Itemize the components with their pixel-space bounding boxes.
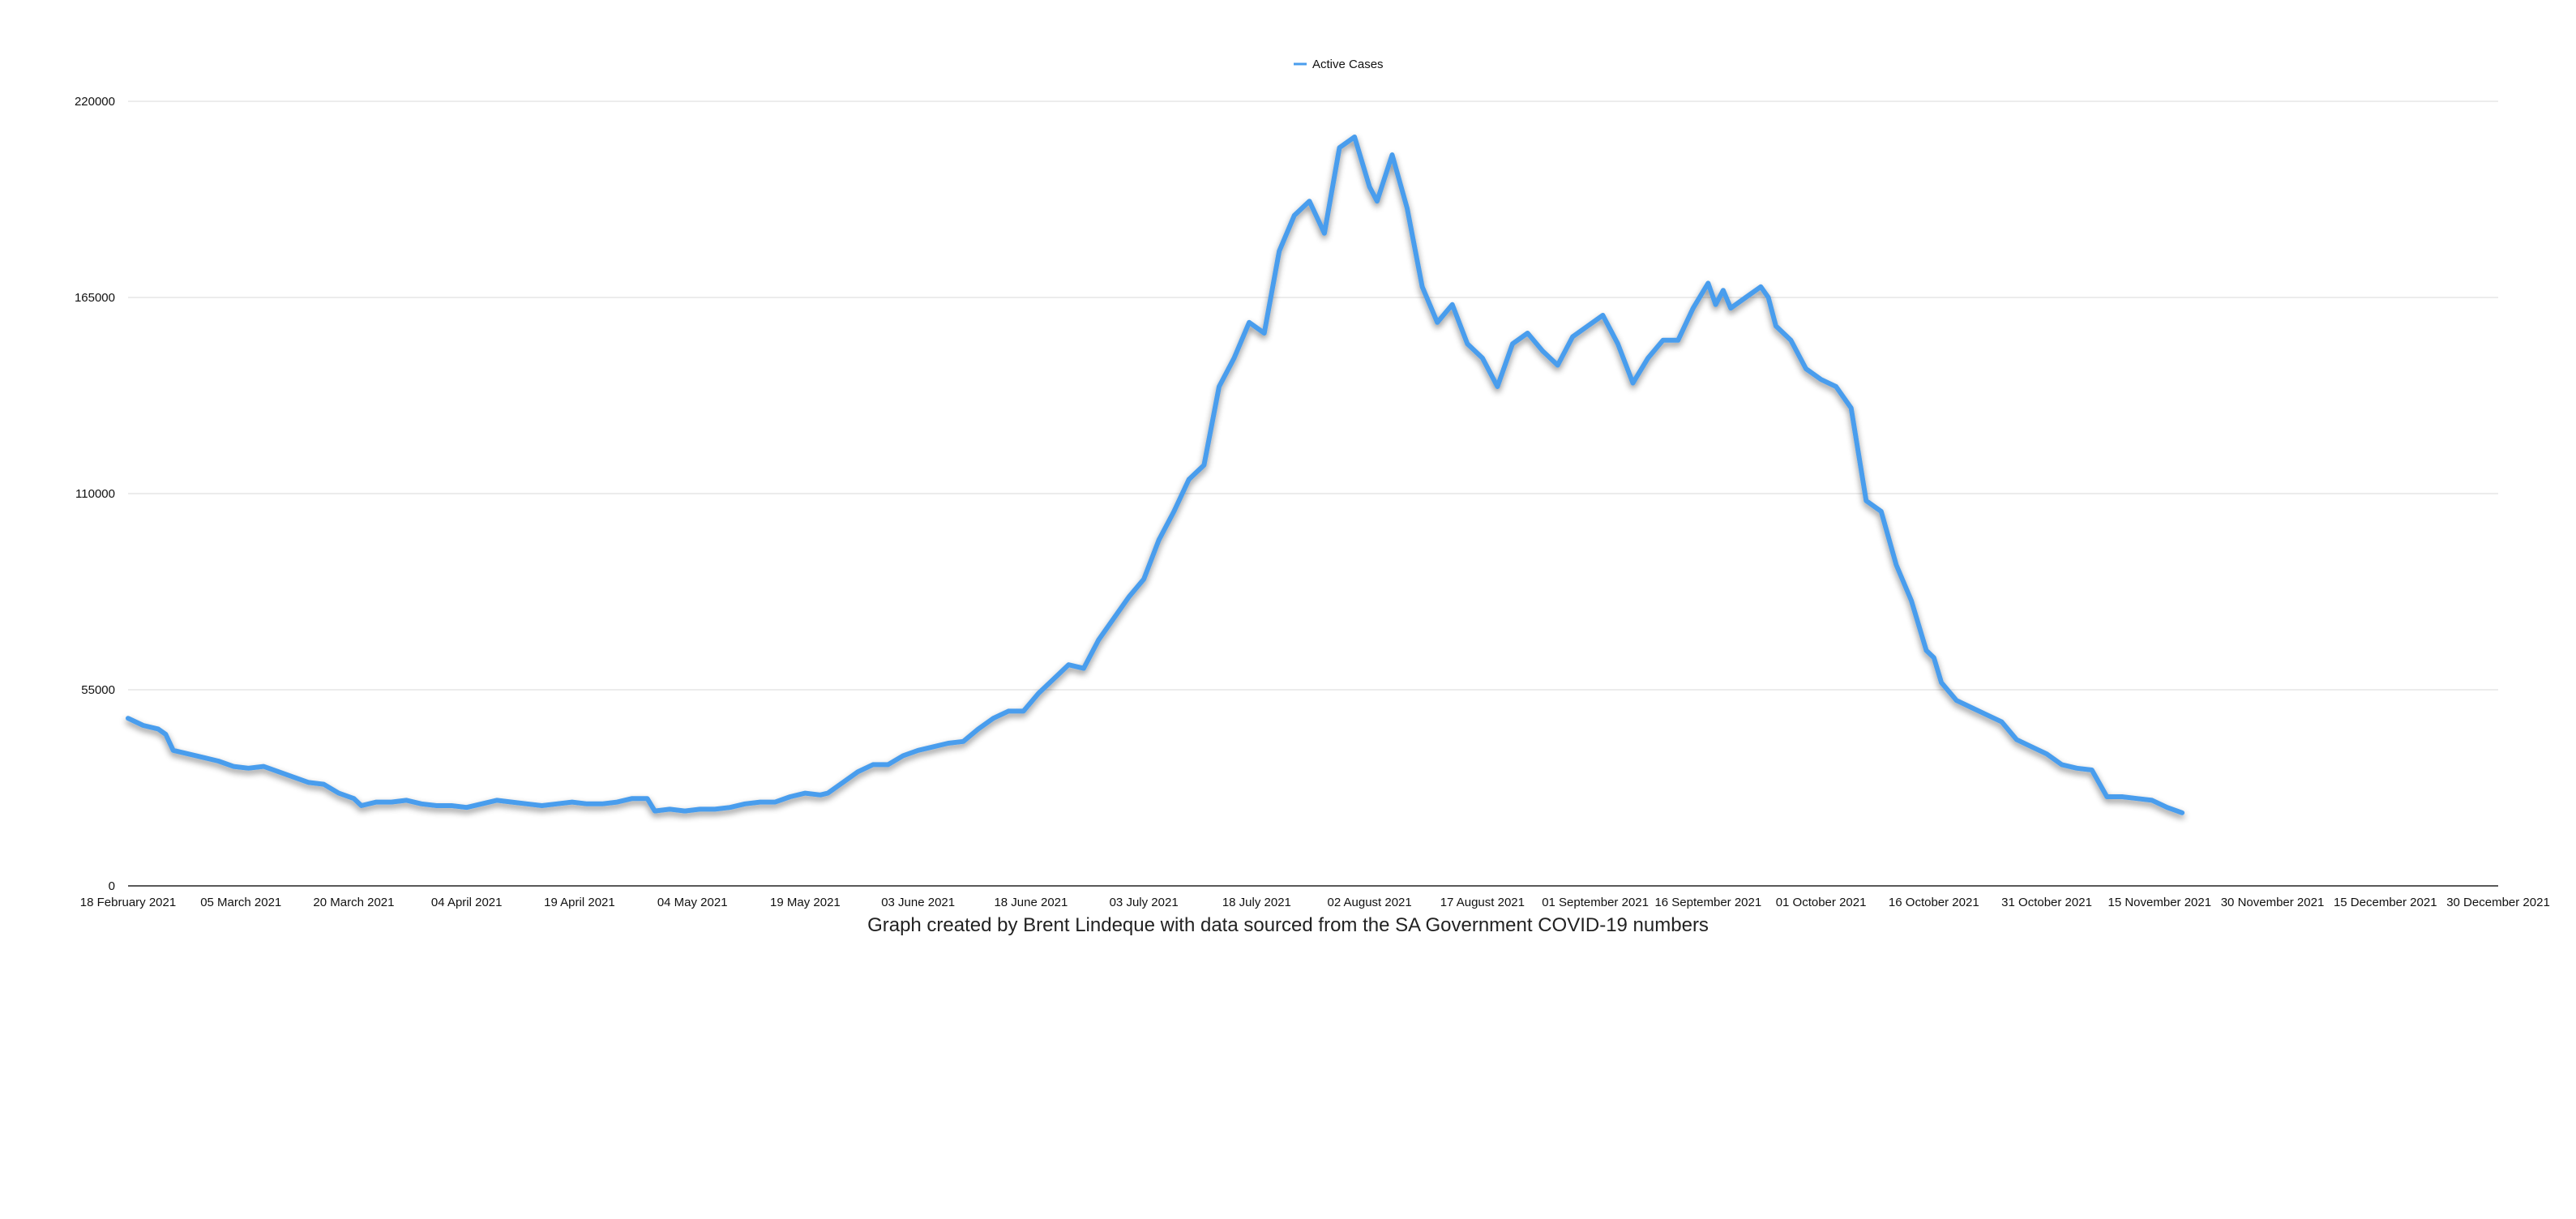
x-tick-label: 05 March 2021 (200, 896, 281, 909)
y-tick-label: 220000 (75, 95, 115, 109)
y-tick-label: 110000 (75, 487, 115, 501)
x-tick-label: 03 July 2021 (1110, 896, 1179, 909)
legend: Active Cases (1294, 58, 1384, 71)
x-tick-label: 04 April 2021 (431, 896, 503, 909)
x-tick-label: 01 October 2021 (1776, 896, 1867, 909)
series-line-active-cases (126, 135, 2185, 815)
x-tick-label: 19 April 2021 (544, 896, 615, 909)
y-axis: 0 55000 110000 165000 220000 (75, 95, 115, 893)
series-layer (126, 135, 2185, 815)
x-tick-label: 19 May 2021 (770, 896, 841, 909)
x-axis: 18 February 2021 05 March 2021 20 March 20… (80, 885, 2550, 909)
x-tick-label: 31 October 2021 (2001, 896, 2092, 909)
x-tick-label: 18 July 2021 (1222, 896, 1291, 909)
x-tick-label: 16 September 2021 (1654, 896, 1761, 909)
x-tick-label: 15 November 2021 (2107, 896, 2211, 909)
y-tick-label: 0 (109, 879, 115, 893)
x-tick-label: 15 December 2021 (2334, 896, 2437, 909)
x-tick-label: 17 August 2021 (1440, 896, 1525, 909)
x-tick-label: 30 November 2021 (2221, 896, 2325, 909)
x-tick-label: 18 June 2021 (994, 896, 1068, 909)
grid-lines (128, 101, 2498, 691)
legend-label-active-cases: Active Cases (1312, 58, 1384, 71)
x-tick-label: 03 June 2021 (881, 896, 955, 909)
x-tick-label: 16 October 2021 (1889, 896, 1979, 909)
x-tick-label: 01 September 2021 (1542, 896, 1649, 909)
x-tick-label: 30 December 2021 (2446, 896, 2550, 909)
y-tick-label: 165000 (75, 291, 115, 305)
chart-caption: Graph created by Brent Lindeque with dat… (867, 914, 1709, 936)
y-tick-label: 55000 (81, 683, 115, 697)
x-tick-label: 20 March 2021 (313, 896, 394, 909)
x-tick-label: 02 August 2021 (1327, 896, 1411, 909)
x-tick-label: 04 May 2021 (657, 896, 728, 909)
x-tick-label: 18 February 2021 (80, 896, 176, 909)
